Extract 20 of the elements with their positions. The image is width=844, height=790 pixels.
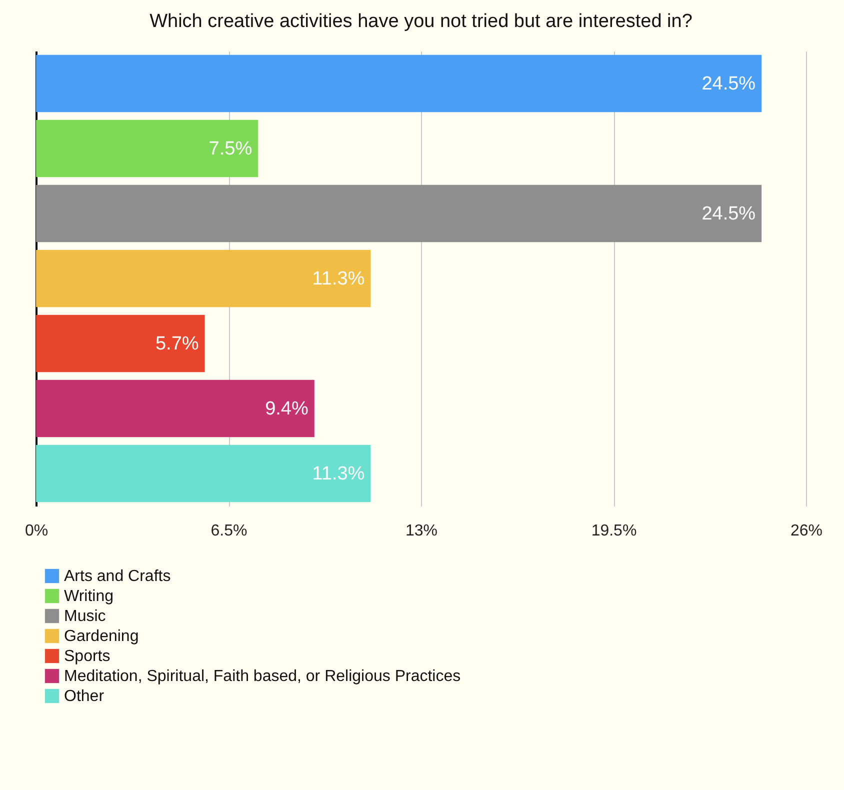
x-tick-label: 26% [790, 522, 823, 540]
legend-label: Writing [64, 588, 114, 605]
legend-label: Arts and Crafts [64, 568, 171, 585]
data-label: 7.5% [208, 138, 252, 160]
x-tick-label: 0% [24, 522, 48, 540]
data-label: 9.4% [265, 398, 308, 420]
data-label: 11.3% [312, 464, 365, 484]
x-tick-label: 19.5% [591, 522, 637, 540]
legend-label: Other [64, 688, 105, 705]
legend-label: Gardening [64, 628, 139, 645]
chart-title: Which creative activities have you not tried but are interested in? [150, 11, 692, 32]
legend-label: Music [64, 608, 106, 625]
legend-label: Meditation, Spiritual, Faith based, or Religious Practices [64, 668, 461, 685]
data-label: 5.7% [155, 334, 199, 354]
x-tick-label: 6.5% [210, 522, 248, 540]
data-label: 24.5% [702, 204, 756, 224]
legend-label: Sports [64, 648, 110, 665]
x-tick-label: 13% [405, 522, 438, 540]
data-label: 24.5% [702, 74, 756, 94]
data-label: 11.3% [312, 268, 365, 290]
